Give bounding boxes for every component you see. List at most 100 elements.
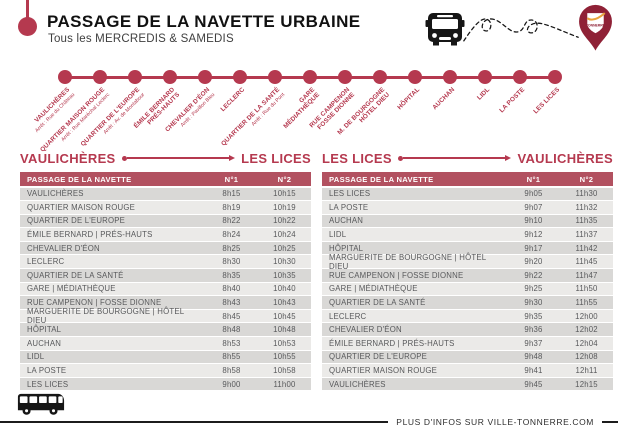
- time-n1-cell: 9h12: [524, 230, 543, 240]
- stop-name-cell: QUARTIER DE LA SANTÉ: [329, 298, 426, 308]
- time-n2-cell: 12h00: [575, 311, 598, 321]
- page-subtitle: Tous les MERCREDIS & SAMEDIS: [48, 33, 234, 45]
- header-stop-col: PASSAGE DE LA NAVETTE: [329, 174, 434, 184]
- header-n1-col: N°1: [526, 174, 541, 184]
- table-row: HÔPITAL 8h48 10h48: [20, 323, 311, 338]
- stop-name-cell: GARE | MÉDIATHÈQUE: [27, 284, 116, 294]
- time-n2-cell: 12h08: [575, 352, 598, 362]
- table-row: VAULICHÈRES 8h15 10h15: [20, 187, 311, 202]
- time-n1-cell: 8h30: [222, 257, 241, 267]
- stop-dot-icon: [477, 70, 492, 84]
- stop-name-cell: LES LICES: [329, 189, 371, 199]
- table-header-row: PASSAGE DE LA NAVETTE N°1 N°2: [20, 172, 311, 186]
- time-n2-cell: 10h15: [273, 189, 296, 199]
- direction-from: VAULICHÈRES: [20, 150, 116, 166]
- time-n2-cell: 11h47: [575, 270, 598, 280]
- table-row: GARE | MÉDIATHÈQUE 9h25 11h50: [322, 282, 613, 297]
- table-row: LES LICES 9h05 11h30: [322, 187, 613, 202]
- time-n2-cell: 10h43: [273, 298, 296, 308]
- direction-header: VAULICHÈRES LES LICES: [20, 150, 311, 166]
- page-title: PASSAGE DE LA NAVETTE URBAINE: [47, 12, 361, 31]
- stop-dot-icon: [92, 70, 107, 84]
- stop-name-cell: LECLERC: [329, 311, 367, 321]
- direction-arrow-icon: [397, 155, 512, 161]
- svg-text:TONNERRE: TONNERRE: [586, 23, 606, 27]
- header-n2-col: N°2: [277, 174, 292, 184]
- time-n2-cell: 12h02: [575, 325, 598, 335]
- stop-dot-icon: [162, 70, 177, 84]
- stop-name-cell: VAULICHÈRES: [27, 189, 84, 199]
- time-n1-cell: 9h07: [524, 202, 543, 212]
- stop-name-cell: QUARTIER MAISON ROUGE: [27, 202, 136, 212]
- stop-name-cell: LIDL: [329, 230, 347, 240]
- direction-from: LES LICES: [322, 150, 392, 166]
- table-row: LIDL 8h55 10h55: [20, 350, 311, 365]
- direction-header: LES LICES VAULICHÈRES: [322, 150, 613, 166]
- table-row: ÉMILE BERNARD | PRÉS-HAUTS 9h37 12h04: [322, 337, 613, 351]
- time-n2-cell: 11h45: [575, 257, 598, 267]
- time-n1-cell: 9h25: [524, 284, 543, 294]
- stop-dot-icon: [232, 70, 247, 84]
- time-n2-cell: 11h32: [575, 202, 598, 212]
- stop-name-cell: LA POSTE: [27, 366, 67, 376]
- time-n1-cell: 8h43: [222, 298, 241, 308]
- table-body: LES LICES 9h05 11h30 LA POSTE 9h07 11h32 AUCHA…: [322, 187, 613, 392]
- time-n2-cell: 12h04: [575, 338, 598, 348]
- title-marker-dot: [18, 17, 37, 36]
- time-n2-cell: 10h40: [273, 284, 296, 294]
- direction-to: VAULICHÈRES: [517, 150, 613, 166]
- table-row: QUARTIER DE L'EUROPE 8h22 10h22: [20, 214, 311, 229]
- direction-arrow-icon: [121, 155, 236, 161]
- stop-name-cell: AUCHAN: [329, 216, 364, 226]
- time-n2-cell: 11h37: [575, 230, 598, 240]
- time-n2-cell: 11h00: [273, 379, 296, 389]
- time-n2-cell: 11h50: [575, 284, 598, 294]
- table-row: QUARTIER DE LA SANTÉ 9h30 11h55: [322, 296, 613, 310]
- bus-side-icon: [16, 392, 66, 422]
- stop-name-cell: LES LICES: [27, 379, 69, 389]
- bus-front-icon: [425, 11, 465, 52]
- time-n1-cell: 9h00: [222, 379, 241, 389]
- stop-dot-icon: [372, 70, 387, 84]
- stop-name-cell: CHEVALIER D'ÉON: [329, 325, 402, 335]
- table-row: MARGUERITE DE BOURGOGNE | HÔTEL DIEU 8h45…: [20, 307, 311, 325]
- time-n2-cell: 10h22: [273, 216, 296, 226]
- tonnerre-pin-logo: TONNERRE: [577, 4, 614, 57]
- table-row: ÉMILE BERNARD | PRÉS-HAUTS 8h24 10h24: [20, 228, 311, 242]
- table-row: RUE CAMPENON | FOSSE DIONNE 9h22 11h47: [322, 269, 613, 283]
- stop-name-cell: HÔPITAL: [27, 325, 62, 335]
- stop-dot-icon: [407, 70, 422, 84]
- time-n1-cell: 9h36: [524, 325, 543, 335]
- time-n1-cell: 9h37: [524, 338, 543, 348]
- time-n1-cell: 8h35: [222, 270, 241, 280]
- time-n1-cell: 9h05: [524, 189, 543, 199]
- table-row: AUCHAN 8h53 10h53: [20, 337, 311, 351]
- stop-name-cell: VAULICHÈRES: [329, 379, 386, 389]
- footer: PLUS D'INFOS SUR VILLE-TONNERRE.COM: [0, 417, 621, 427]
- time-n1-cell: 9h22: [524, 270, 543, 280]
- footer-info-text: PLUS D'INFOS SUR VILLE-TONNERRE.COM: [396, 417, 594, 427]
- stop-name-cell: LECLERC: [27, 257, 65, 267]
- time-n2-cell: 10h48: [273, 325, 296, 335]
- stop-name-cell: QUARTIER DE L'EUROPE: [27, 216, 126, 226]
- stop-dot-icon: [512, 70, 527, 84]
- table-row: CHEVALIER D'ÉON 8h25 10h25: [20, 241, 311, 256]
- table-row: QUARTIER DE LA SANTÉ 8h35 10h35: [20, 269, 311, 283]
- time-n1-cell: 9h30: [524, 298, 543, 308]
- time-n2-cell: 10h25: [273, 243, 296, 253]
- table-row: HÔPITAL 9h17 11h42: [322, 241, 613, 256]
- table-header-row: PASSAGE DE LA NAVETTE N°1 N°2: [322, 172, 613, 186]
- table-row: CHEVALIER D'ÉON 9h36 12h02: [322, 323, 613, 338]
- time-n1-cell: 8h22: [222, 216, 241, 226]
- table-row: LECLERC 9h35 12h00: [322, 309, 613, 324]
- time-n1-cell: 9h48: [524, 352, 543, 362]
- stop-name-cell: AUCHAN: [27, 338, 62, 348]
- stop-dot-icon: [547, 70, 562, 84]
- table-row: QUARTIER MAISON ROUGE 8h19 10h19: [20, 201, 311, 215]
- table-row: LIDL 9h12 11h37: [322, 228, 613, 242]
- stop-dot-icon: [337, 70, 352, 84]
- stop-dot-icon: [57, 70, 72, 84]
- title-marker-line: [26, 0, 29, 19]
- timetable-return: LES LICES VAULICHÈRES PASSAGE DE LA NAVE…: [322, 150, 613, 392]
- stop-name-cell: RUE CAMPENON | FOSSE DIONNE: [27, 298, 162, 308]
